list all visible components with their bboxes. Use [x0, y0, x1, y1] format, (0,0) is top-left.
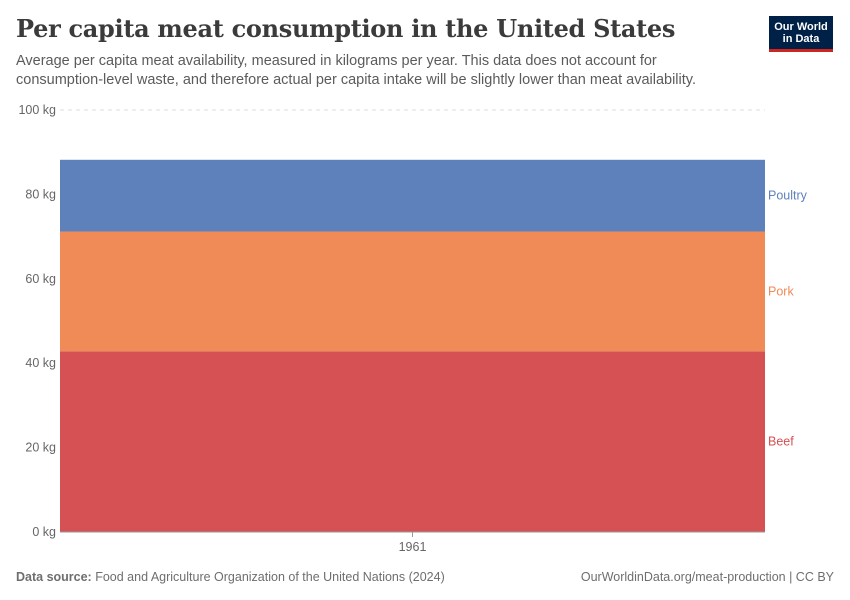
series-label-beef[interactable]: Beef — [768, 435, 794, 449]
y-tick-label: 60 kg — [25, 272, 56, 286]
series-label-poultry[interactable]: Poultry — [768, 189, 808, 203]
area-band-beef[interactable] — [60, 351, 765, 532]
area-band-poultry[interactable] — [60, 159, 765, 232]
y-tick-label: 40 kg — [25, 356, 56, 370]
y-tick-label: 100 kg — [18, 103, 56, 117]
data-source-text[interactable]: Food and Agriculture Organization of the… — [95, 570, 445, 584]
owid-logo[interactable]: Our World in Data — [769, 16, 833, 52]
data-source-label: Data source: — [16, 570, 92, 584]
y-tick-label: 20 kg — [25, 441, 56, 455]
logo-line-2: in Data — [782, 33, 820, 45]
logo-line-1: Our World — [774, 21, 828, 33]
x-tick-label: 1961 — [399, 540, 427, 554]
y-tick-label: 0 kg — [32, 525, 56, 539]
chart-title: Per capita meat consumption in the Unite… — [16, 14, 676, 43]
chart-subtitle: Average per capita meat availability, me… — [16, 53, 696, 88]
series-label-pork[interactable]: Pork — [768, 284, 794, 298]
source-link[interactable]: OurWorldinData.org/meat-production | CC … — [580, 570, 834, 584]
area-band-pork[interactable] — [60, 231, 765, 352]
y-tick-label: 80 kg — [25, 187, 56, 201]
data-source: Data source: Food and Agriculture Organi… — [16, 570, 445, 584]
